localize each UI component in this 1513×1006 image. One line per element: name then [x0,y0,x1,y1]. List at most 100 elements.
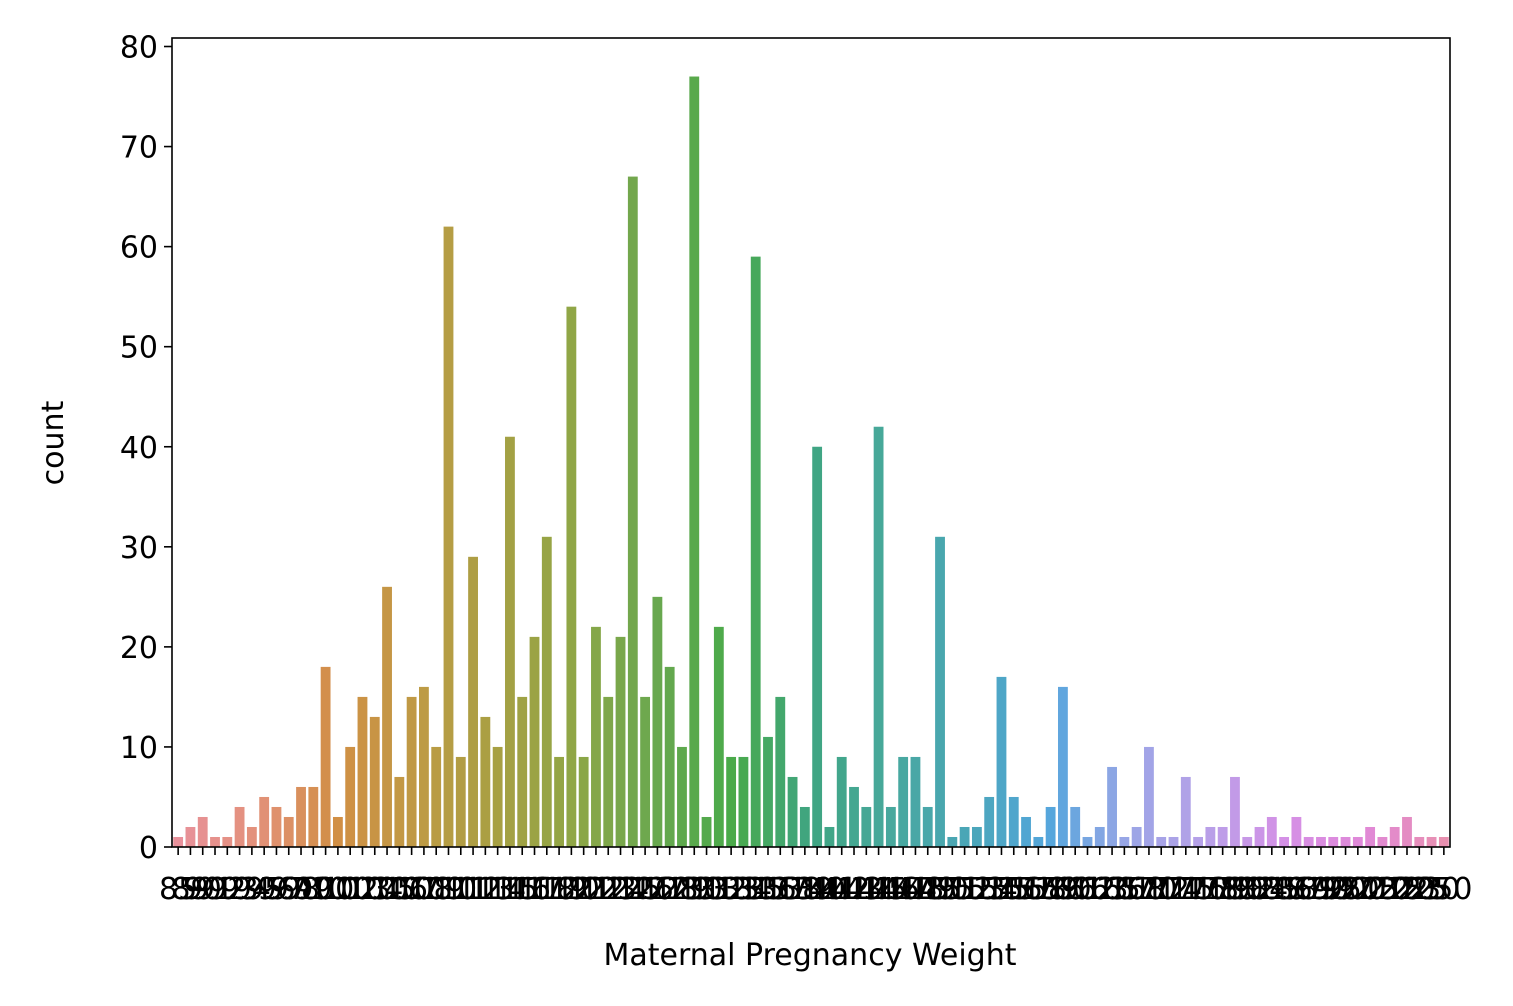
x-tick-label: 159 [1022,872,1079,907]
x-tick-label: 172 [1133,872,1190,907]
x-tick-label: 134 [715,872,772,907]
bar [234,806,245,847]
x-tick-label: 161 [1047,872,1104,907]
bar [578,756,589,847]
x-tick-label: 114 [469,872,526,907]
x-tick-label: 178 [1182,872,1239,907]
x-tick-label: 99 [294,872,332,907]
bar [382,586,392,847]
x-tick-label: 140 [789,872,846,907]
x-tick-label: 151 [924,872,981,907]
bar [320,666,331,847]
x-tick-label: 118 [518,872,575,907]
bar [1094,826,1105,847]
bar [652,596,663,847]
bar [947,836,958,847]
bar [677,746,687,847]
plot-frame [171,37,1451,848]
x-tick-label: 101 [309,872,366,907]
bar [418,686,429,847]
x-tick-label: 111 [432,872,489,907]
x-tick-label: 107 [383,872,440,907]
y-tick-label: 80 [120,31,158,66]
x-tick-label: 180 [1206,872,1263,907]
bar [1045,806,1056,847]
x-tick-label: 182 [1219,872,1276,907]
bar [554,756,565,847]
x-tick-label: 131 [678,872,735,907]
x-tick-label: 116 [494,872,551,907]
x-tick-label: 215 [1366,872,1423,907]
bar [431,746,442,847]
y-tick-label: 50 [120,331,158,366]
x-tick-label: 230 [1403,872,1460,907]
bar [541,536,552,847]
bar [603,696,614,847]
bar [738,756,749,847]
bar [1328,836,1339,847]
bar [197,816,208,847]
x-tick-label: 195 [1305,872,1362,907]
bar [1414,836,1425,847]
x-tick-label: 150 [911,872,968,907]
bar [1377,836,1388,847]
x-tick-label: 187 [1268,872,1325,907]
x-tick-label: 149 [899,872,956,907]
bar [492,746,503,847]
bar [394,776,405,847]
bar [369,716,380,847]
x-tick-label: 200 [1329,872,1386,907]
x-tick-label: 137 [752,872,809,907]
bar [971,826,982,847]
bar [443,226,454,847]
bar [726,756,737,847]
bar [591,626,601,847]
bar [1254,826,1265,847]
x-tick-label: 132 [690,872,747,907]
bar [861,806,872,847]
bar [357,696,368,847]
bar [1217,826,1228,847]
bar [885,806,896,847]
bar [1180,776,1191,847]
bar [1205,826,1216,847]
x-tick-label: 104 [346,872,403,907]
x-tick-label: 190 [1292,872,1349,907]
x-tick-label: 210 [1354,872,1411,907]
bar [1365,826,1376,847]
x-tick-label: 189 [1280,872,1337,907]
x-tick-label: 127 [629,872,686,907]
bar [812,446,823,847]
x-tick-label: 130 [666,872,723,907]
bar [1021,816,1031,847]
bar [849,786,859,847]
bar [1144,746,1154,847]
bar [529,636,540,847]
x-tick-label: 220 [1378,872,1435,907]
bar [984,796,995,847]
bar [922,806,933,847]
x-tick-label: 176 [1169,872,1226,907]
bar [824,826,835,847]
x-tick-label: 121 [555,872,612,907]
bar [1340,836,1351,847]
bar [775,696,786,847]
bar [1316,836,1326,847]
bar [468,556,478,847]
x-tick-label: 168 [1108,872,1165,907]
x-tick-label: 103 [334,872,391,907]
x-tick-label: 158 [1010,872,1067,907]
bar [505,436,515,847]
bar [1131,826,1142,847]
bar [1352,836,1363,847]
bar [210,836,220,847]
x-tick-label: 108 [395,872,452,907]
bar [480,716,491,847]
x-tick-label: 144 [838,872,895,907]
x-axis-label: Maternal Pregnancy Weight [603,938,1016,973]
bar [1107,766,1117,847]
bar [640,696,651,847]
x-tick-label: 96 [257,872,295,907]
x-tick-label: 135 [727,872,784,907]
x-tick-label: 119 [530,872,587,907]
